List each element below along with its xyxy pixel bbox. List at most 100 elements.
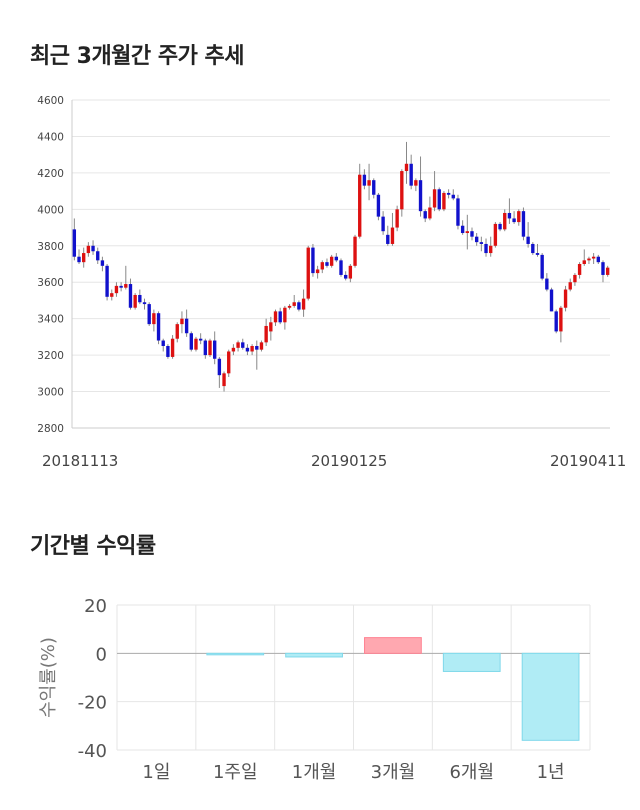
return-chart-title: 기간별 수익률	[30, 534, 156, 559]
candle-body	[484, 243, 488, 254]
candle	[128, 278, 133, 310]
candle	[194, 336, 198, 352]
candle-body	[479, 242, 484, 244]
candle-body	[535, 253, 540, 255]
candle	[437, 187, 441, 212]
bar	[442, 652, 501, 672]
candle	[343, 271, 348, 281]
candle-body	[503, 212, 507, 230]
candle-body	[301, 298, 306, 310]
candle	[395, 205, 399, 232]
bar	[206, 652, 265, 656]
candle-body	[381, 216, 385, 232]
candle-body	[563, 289, 568, 308]
bar	[364, 637, 422, 654]
candle-body	[227, 351, 231, 374]
candle	[315, 265, 320, 279]
y-tick-label: 3400	[37, 314, 64, 326]
candle-body	[390, 227, 395, 244]
candle	[489, 236, 493, 257]
candle-body	[451, 194, 455, 199]
candle	[348, 264, 353, 283]
candle	[96, 247, 100, 264]
candle	[573, 273, 577, 286]
candle-body	[311, 247, 315, 274]
x-tick-label: 1개월	[292, 762, 337, 783]
candle-body	[376, 194, 381, 217]
candle-body	[166, 346, 170, 357]
y-tick-label: 3800	[37, 241, 64, 253]
candle-body	[372, 180, 376, 195]
candle	[493, 222, 498, 248]
candle-body	[297, 302, 301, 310]
candle	[166, 344, 170, 359]
candle-body	[110, 293, 114, 297]
candle-body	[241, 342, 245, 348]
candle-body	[273, 311, 278, 323]
candle	[82, 247, 86, 268]
candle-body	[100, 260, 105, 266]
candle	[142, 298, 147, 310]
candle-body	[596, 256, 600, 263]
candle-body	[400, 171, 404, 210]
x-tick-label: 1일	[142, 762, 170, 783]
candle-body	[353, 236, 357, 266]
candle-body	[152, 313, 156, 325]
y-tick-label: 4400	[37, 131, 64, 143]
candle	[358, 163, 362, 239]
candle-body	[306, 247, 310, 299]
candle-body	[189, 333, 193, 350]
candle-body	[264, 325, 268, 343]
candle	[400, 169, 404, 217]
candle	[203, 338, 208, 359]
candle-body	[442, 192, 446, 210]
candle-body	[184, 318, 189, 334]
candle-body	[287, 305, 292, 308]
candle-body	[105, 265, 109, 297]
price-chart-title: 최근 3개월간 주가 추세	[30, 44, 244, 69]
candle-body	[278, 311, 282, 323]
candle-body	[325, 262, 329, 266]
y-tick-label: 2800	[37, 423, 64, 435]
candle-body	[549, 289, 554, 312]
candle-body	[601, 262, 605, 275]
candle-body	[591, 256, 596, 259]
candle	[507, 198, 512, 224]
candle	[287, 304, 292, 310]
y-tick-label: 3200	[37, 350, 64, 362]
candle-body	[423, 211, 427, 219]
y-axis-label: 수익률(%)	[38, 637, 59, 718]
candle	[470, 227, 474, 241]
x-tick-label: 20181113	[42, 452, 118, 470]
candle-body	[493, 223, 498, 246]
candle	[563, 285, 568, 312]
candle	[325, 258, 329, 268]
candle-body	[91, 245, 95, 252]
candle-body	[180, 318, 184, 325]
candle	[390, 212, 395, 246]
candle-body	[315, 269, 320, 274]
y-tick-label: 0	[96, 644, 107, 665]
candle-body	[222, 373, 226, 387]
candle-body	[138, 294, 142, 303]
candle	[451, 189, 455, 201]
y-tick-label: 4600	[37, 95, 64, 107]
candle	[91, 240, 95, 255]
candle-body	[119, 285, 123, 288]
candle	[596, 254, 600, 264]
candle-body	[208, 340, 212, 356]
candle	[320, 260, 324, 274]
candle	[404, 141, 409, 184]
candle-body	[231, 347, 236, 352]
candle	[423, 209, 427, 223]
candle	[259, 340, 264, 352]
candle-body	[147, 304, 151, 325]
candle	[189, 331, 193, 352]
candle-body	[114, 285, 119, 294]
candle	[184, 309, 189, 337]
candle	[386, 225, 390, 246]
candle	[147, 302, 151, 326]
candle-body	[217, 358, 222, 376]
candle	[264, 318, 268, 346]
candle	[517, 209, 521, 226]
